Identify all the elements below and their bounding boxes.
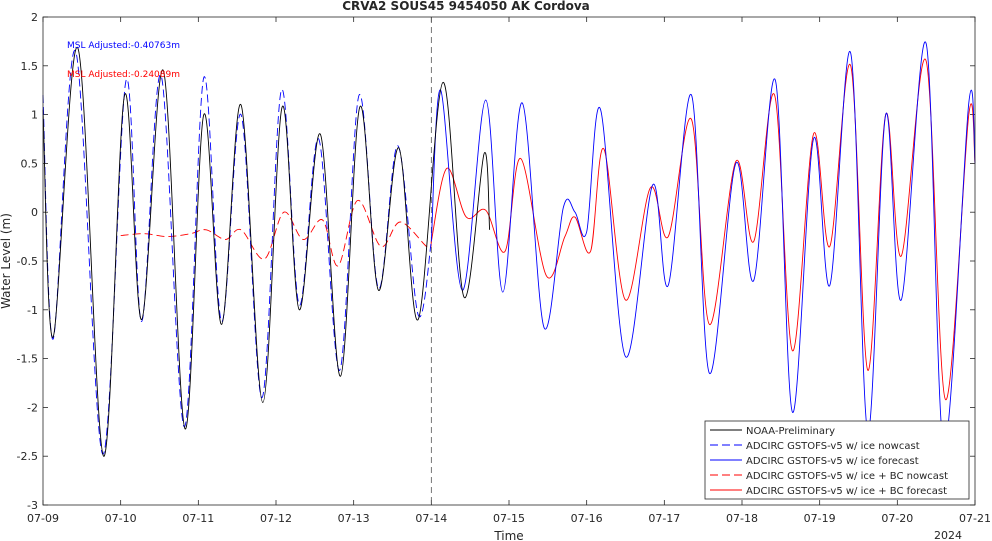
msl-annotation-blue: MSL Adjusted:-0.40763m: [67, 41, 180, 51]
x-tick-label: 07-21: [959, 512, 991, 525]
x-tick-label: 07-09: [27, 512, 59, 525]
legend-box: [704, 420, 970, 500]
y-tick-label: 0.5: [21, 157, 39, 170]
x-tick-label: 07-18: [726, 512, 758, 525]
legend-label: NOAA-Preliminary: [746, 426, 835, 437]
axis-ticks: -3 -2.5 -2 -1.5 -1 -0.5 0 0.5 1 1.5 2 07-09 07-10 07-…: [17, 11, 991, 525]
x-tick-label: 07-20: [881, 512, 913, 525]
y-tick-label: -2: [27, 401, 38, 414]
legend-label: ADCIRC GSTOFS-v5 w/ ice forecast: [746, 456, 919, 467]
x-tick-label: 07-14: [415, 512, 447, 525]
plot-frame: [42, 16, 976, 506]
y-tick-label: -1: [27, 304, 38, 317]
y-tick-label: -2.5: [17, 450, 38, 463]
x-tick-label: 07-12: [260, 512, 292, 525]
x-tick-label: 07-17: [648, 512, 680, 525]
y-tick-label: -3: [27, 499, 38, 512]
x-tick-label: 07-16: [571, 512, 603, 525]
series-line-4: [430, 58, 976, 401]
x-year-label: 2024: [934, 529, 962, 541]
series-line-2: [430, 41, 976, 447]
y-tick-label: 1: [31, 109, 38, 122]
xlabel: Time: [493, 529, 523, 541]
y-tick-label: -0.5: [17, 255, 38, 268]
series-line-0: [42, 47, 491, 457]
y-tick-label: 0: [31, 206, 38, 219]
y-tick-label: -1.5: [17, 353, 38, 366]
msl-annotation-red: MSL Adjusted:-0.24089m: [67, 70, 180, 80]
y-tick-label: 2: [31, 11, 38, 24]
legend-label: ADCIRC GSTOFS-v5 w/ ice + BC nowcast: [746, 471, 948, 482]
legend-label: ADCIRC GSTOFS-v5 w/ ice nowcast: [746, 441, 920, 452]
y-tick-label: 1.5: [21, 60, 39, 73]
series-lines: [42, 41, 976, 457]
legend-label: ADCIRC GSTOFS-v5 w/ ice + BC forecast: [746, 486, 947, 497]
x-tick-label: 07-10: [105, 512, 137, 525]
chart-title: CRVA2 SOUS45 9454050 AK Cordova: [342, 0, 590, 13]
x-tick-label: 07-19: [804, 512, 836, 525]
ylabel: Water Level (m): [0, 213, 13, 309]
x-tick-label: 07-13: [338, 512, 370, 525]
x-tick-label: 07-11: [182, 512, 214, 525]
legend: NOAA-Preliminary ADCIRC GSTOFS-v5 w/ ice …: [704, 420, 970, 500]
x-tick-label: 07-15: [493, 512, 525, 525]
